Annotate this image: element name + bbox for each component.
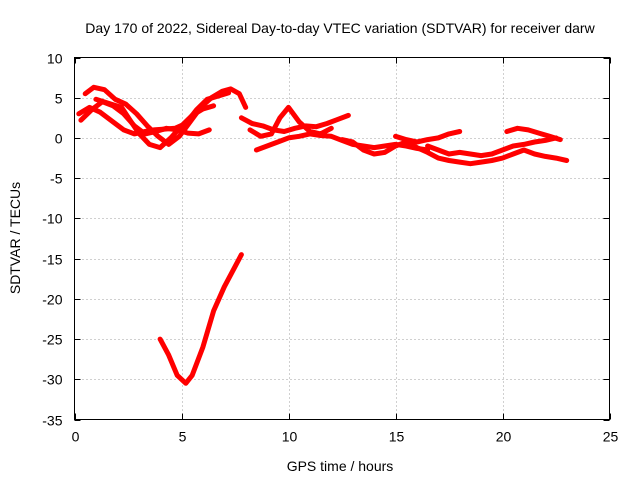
plot-frame: [74, 57, 610, 420]
grid: [74, 57, 610, 420]
series-line-sat-i: [393, 129, 463, 145]
ticks: 0 5 10 15 20 25 10 5 0 -5 -10 -15 -20 -25 -30 -35: [42, 51, 618, 445]
x-tick-label: 10: [282, 429, 298, 445]
y-tick-label: -10: [42, 211, 62, 227]
x-tick-label: 5: [179, 429, 187, 445]
y-tick-label: 5: [55, 91, 63, 107]
y-tick-label: -25: [42, 332, 62, 348]
y-tick-label: -15: [42, 252, 62, 268]
series-line-sat-low: [157, 252, 244, 386]
y-tick-label: -35: [42, 413, 62, 429]
series-line-sat-k: [504, 125, 563, 143]
y-axis-label: SDTVAR / TECUs: [7, 182, 23, 294]
chart-title: Day 170 of 2022, Sidereal Day-to-day VTE…: [85, 20, 595, 36]
series-layer: [76, 84, 570, 386]
series-line-sat-h: [339, 137, 570, 167]
x-tick-label: 20: [496, 429, 512, 445]
x-tick-label: 25: [603, 429, 619, 445]
series-line-sat-e: [238, 112, 351, 134]
y-tick-label: 0: [55, 131, 63, 147]
y-tick-label: -5: [50, 171, 63, 187]
y-tick-label: -20: [42, 292, 62, 308]
y-tick-label: -30: [42, 372, 62, 388]
y-tick-label: 10: [47, 51, 63, 67]
series-line-sat-j: [425, 135, 559, 159]
x-axis-label: GPS time / hours: [287, 458, 394, 474]
series-line-sat-c: [93, 96, 217, 151]
series-line-sat-d: [78, 99, 212, 137]
series-line-sat-b: [82, 84, 249, 147]
x-tick-label: 0: [72, 429, 80, 445]
x-tick-label: 15: [389, 429, 405, 445]
